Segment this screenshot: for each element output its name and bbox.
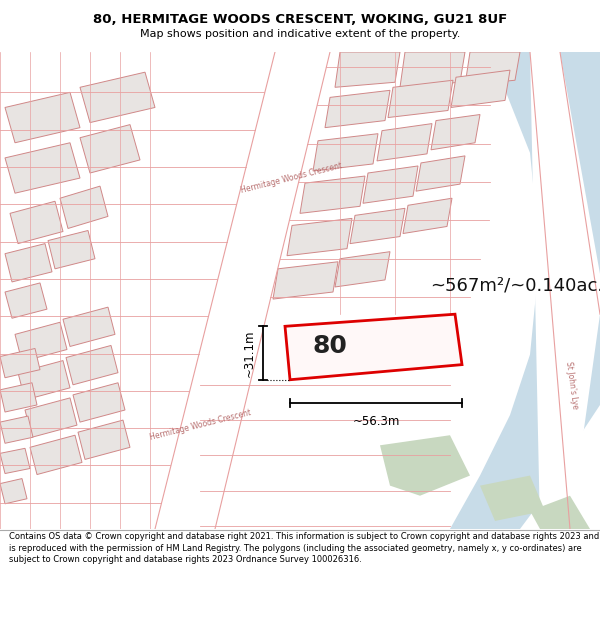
Text: St John's Lye: St John's Lye <box>564 361 580 409</box>
Polygon shape <box>78 420 130 459</box>
Text: Hermitage Woods Crescent: Hermitage Woods Crescent <box>148 408 251 442</box>
Polygon shape <box>377 124 432 161</box>
Polygon shape <box>530 52 600 529</box>
Polygon shape <box>5 283 47 318</box>
Polygon shape <box>325 91 390 128</box>
Polygon shape <box>480 476 545 521</box>
Polygon shape <box>73 382 125 422</box>
Polygon shape <box>60 186 108 229</box>
Polygon shape <box>18 361 70 400</box>
Polygon shape <box>63 307 115 346</box>
Polygon shape <box>335 52 400 88</box>
Polygon shape <box>287 218 352 256</box>
Polygon shape <box>285 314 462 380</box>
Polygon shape <box>380 435 470 496</box>
Polygon shape <box>416 156 465 191</box>
Text: Hermitage Woods Crescent: Hermitage Woods Crescent <box>239 161 343 195</box>
Polygon shape <box>30 435 82 474</box>
Polygon shape <box>465 52 520 85</box>
Polygon shape <box>350 208 405 244</box>
Polygon shape <box>80 72 155 122</box>
Polygon shape <box>0 349 40 378</box>
Polygon shape <box>0 382 37 412</box>
Polygon shape <box>0 448 30 474</box>
Polygon shape <box>155 52 330 529</box>
Polygon shape <box>66 346 118 385</box>
Polygon shape <box>15 322 67 362</box>
Polygon shape <box>451 70 510 108</box>
Polygon shape <box>5 142 80 193</box>
Polygon shape <box>403 198 452 234</box>
Polygon shape <box>300 176 365 213</box>
Polygon shape <box>25 398 77 437</box>
Polygon shape <box>530 496 590 529</box>
Polygon shape <box>450 52 600 529</box>
Polygon shape <box>0 416 33 443</box>
Polygon shape <box>400 52 465 88</box>
Polygon shape <box>5 244 52 282</box>
Polygon shape <box>80 124 140 173</box>
Text: ~56.3m: ~56.3m <box>352 415 400 428</box>
Polygon shape <box>313 134 378 171</box>
Text: ~567m²/~0.140ac.: ~567m²/~0.140ac. <box>430 277 600 295</box>
Text: Contains OS data © Crown copyright and database right 2021. This information is : Contains OS data © Crown copyright and d… <box>9 532 599 564</box>
Text: 80, HERMITAGE WOODS CRESCENT, WOKING, GU21 8UF: 80, HERMITAGE WOODS CRESCENT, WOKING, GU… <box>93 13 507 26</box>
Polygon shape <box>0 479 27 504</box>
Text: 80: 80 <box>313 334 347 359</box>
Polygon shape <box>431 114 480 150</box>
Polygon shape <box>48 231 95 269</box>
Text: ~31.1m: ~31.1m <box>243 329 256 377</box>
Polygon shape <box>335 252 390 287</box>
Polygon shape <box>5 92 80 142</box>
Polygon shape <box>10 201 63 244</box>
Polygon shape <box>363 166 418 203</box>
Polygon shape <box>273 262 338 299</box>
Text: Map shows position and indicative extent of the property.: Map shows position and indicative extent… <box>140 29 460 39</box>
Polygon shape <box>388 80 453 118</box>
